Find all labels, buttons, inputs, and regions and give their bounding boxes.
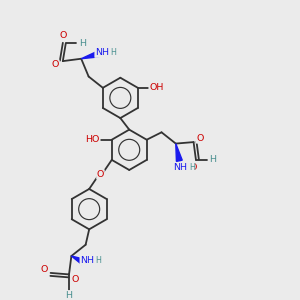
Text: NH: NH xyxy=(80,256,94,265)
Polygon shape xyxy=(81,51,99,59)
Text: H: H xyxy=(65,291,73,300)
Text: NH: NH xyxy=(173,163,188,172)
Text: O: O xyxy=(52,60,59,69)
Text: O: O xyxy=(190,163,197,172)
Text: H: H xyxy=(209,155,216,164)
Text: O: O xyxy=(97,170,104,179)
Text: O: O xyxy=(196,134,204,143)
Text: H: H xyxy=(95,256,101,265)
Text: HO: HO xyxy=(85,135,100,144)
Text: NH: NH xyxy=(95,48,109,57)
Polygon shape xyxy=(176,144,182,161)
Text: O: O xyxy=(60,32,67,40)
Text: O: O xyxy=(40,266,48,274)
Polygon shape xyxy=(71,256,85,265)
Text: H: H xyxy=(79,39,86,48)
Text: O: O xyxy=(71,275,79,284)
Text: H: H xyxy=(189,163,195,172)
Text: OH: OH xyxy=(149,83,164,92)
Text: H: H xyxy=(110,48,116,57)
